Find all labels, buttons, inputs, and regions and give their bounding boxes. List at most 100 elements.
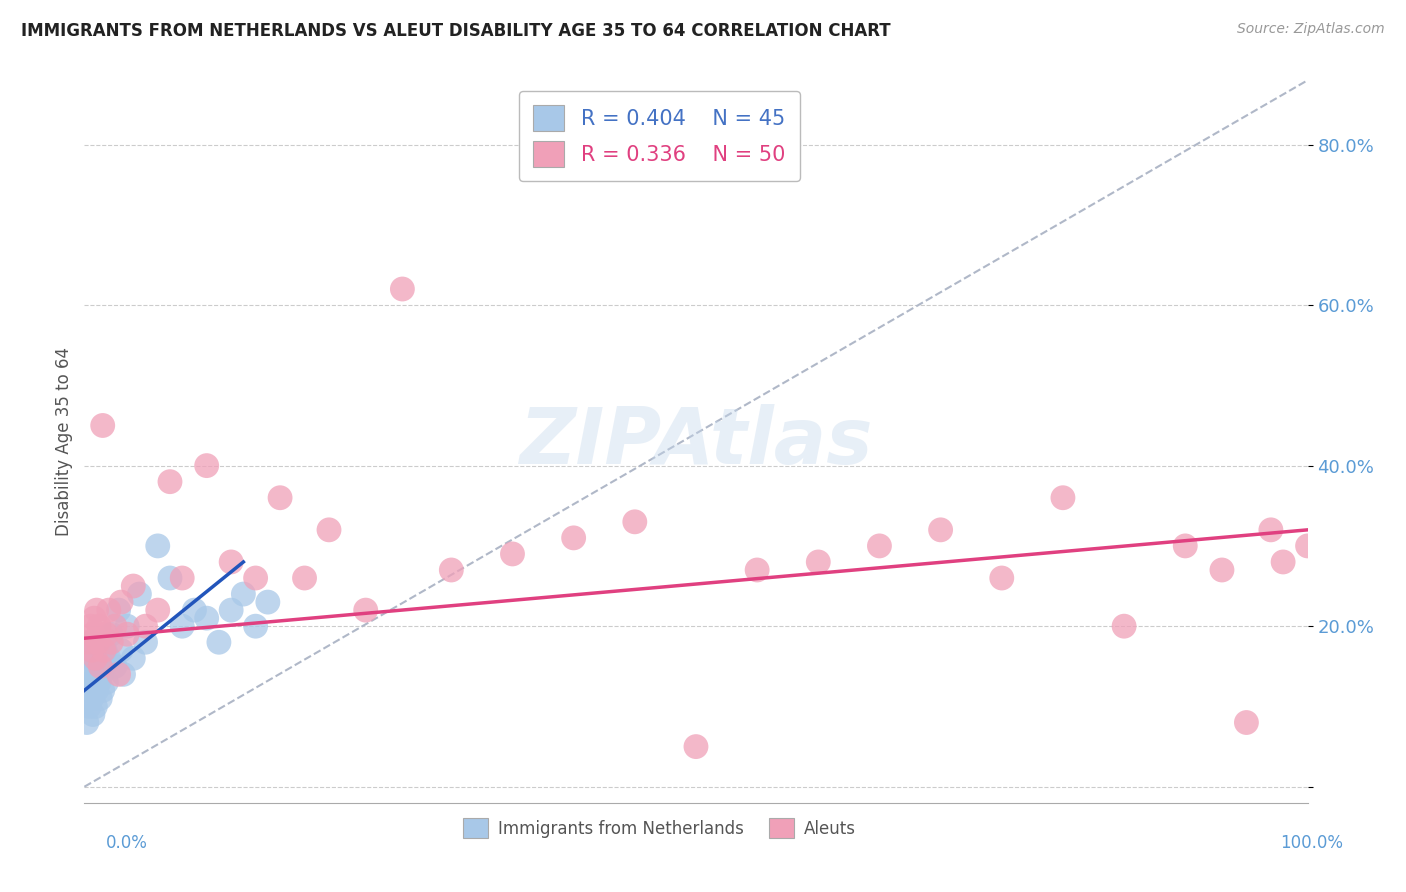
Point (83, 683, 105, 698)
Point (107, 667, 129, 681)
Point (110, 643, 132, 657)
Point (107, 603, 129, 617)
Point (79, 635, 101, 649)
Point (89, 691, 111, 706)
Point (1211, 563, 1233, 577)
Point (135, 635, 157, 649)
Text: 0.0%: 0.0% (105, 834, 148, 852)
Point (1260, 523, 1282, 537)
Point (1114, 619, 1136, 633)
Point (115, 619, 138, 633)
Point (77, 699, 100, 714)
Point (86, 683, 108, 698)
Point (110, 595, 132, 609)
Point (96, 627, 118, 641)
Point (93, 659, 115, 673)
Point (128, 587, 150, 601)
Point (502, 547, 524, 561)
Point (97, 651, 120, 665)
Point (807, 555, 830, 569)
Point (84, 651, 107, 665)
Point (87, 667, 110, 681)
Point (747, 563, 769, 577)
Point (112, 667, 135, 681)
Point (97, 603, 120, 617)
Point (94, 643, 117, 657)
Point (79, 619, 101, 633)
Point (1052, 491, 1074, 505)
Point (83, 611, 105, 625)
Point (219, 555, 242, 569)
Point (257, 595, 280, 609)
Point (624, 515, 647, 529)
Point (869, 539, 891, 553)
Point (82, 627, 104, 641)
Point (562, 531, 585, 545)
Point (232, 587, 254, 601)
Point (89, 659, 111, 673)
Point (195, 611, 218, 625)
Point (86, 603, 108, 617)
Point (1296, 539, 1319, 553)
Point (84, 699, 107, 714)
Point (96, 675, 118, 690)
Point (159, 571, 181, 585)
Text: ZIPAtlas: ZIPAtlas (519, 403, 873, 480)
Point (172, 571, 194, 585)
Point (77, 659, 100, 673)
Point (87, 675, 110, 690)
Point (122, 579, 145, 593)
Point (440, 563, 463, 577)
Point (183, 603, 205, 617)
Point (77, 683, 100, 698)
Point (294, 571, 316, 585)
Point (90, 667, 112, 681)
Point (135, 619, 157, 633)
Point (87, 619, 110, 633)
Point (87, 635, 110, 649)
Point (219, 603, 242, 617)
Y-axis label: Disability Age 35 to 64: Disability Age 35 to 64 (55, 347, 73, 536)
Point (104, 619, 127, 633)
Point (80, 643, 103, 657)
Point (79, 675, 101, 690)
Point (80, 667, 103, 681)
Point (122, 651, 145, 665)
Point (104, 659, 127, 673)
Point (1272, 555, 1295, 569)
Point (100, 635, 122, 649)
Point (172, 619, 194, 633)
Point (354, 603, 377, 617)
Point (100, 627, 122, 641)
Point (84, 675, 107, 690)
Point (991, 571, 1014, 585)
Point (93, 643, 115, 657)
Point (87, 651, 110, 665)
Legend: Immigrants from Netherlands, Aleuts: Immigrants from Netherlands, Aleuts (456, 812, 862, 845)
Point (115, 627, 138, 641)
Point (391, 282, 413, 296)
Point (929, 523, 952, 537)
Point (146, 539, 169, 553)
Point (245, 619, 267, 633)
Point (146, 603, 169, 617)
Point (77, 635, 100, 649)
Text: Source: ZipAtlas.com: Source: ZipAtlas.com (1237, 22, 1385, 37)
Text: IMMIGRANTS FROM NETHERLANDS VS ALEUT DISABILITY AGE 35 TO 64 CORRELATION CHART: IMMIGRANTS FROM NETHERLANDS VS ALEUT DIS… (21, 22, 891, 40)
Point (76, 715, 98, 730)
Point (82, 651, 104, 665)
Point (269, 491, 291, 505)
Point (91, 683, 114, 698)
Point (245, 571, 267, 585)
Point (82, 707, 104, 722)
Point (208, 635, 231, 649)
Point (685, 739, 707, 754)
Point (1174, 539, 1197, 553)
Point (318, 523, 340, 537)
Text: 100.0%: 100.0% (1279, 834, 1343, 852)
Point (91, 418, 114, 433)
Point (159, 475, 181, 489)
Point (1236, 715, 1258, 730)
Point (83, 643, 105, 657)
Point (80, 691, 103, 706)
